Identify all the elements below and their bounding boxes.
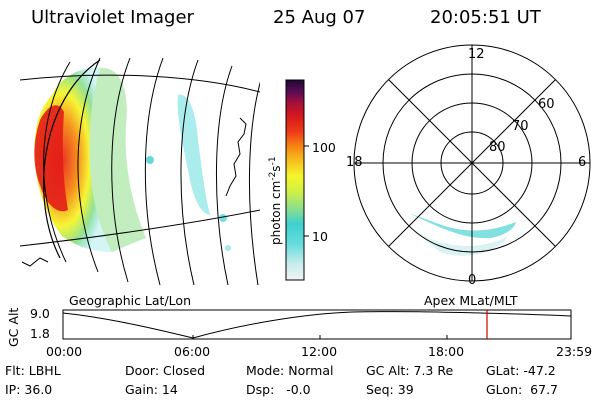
aurora-emission-diffuse — [89, 67, 146, 252]
geographic-panel-label: Geographic Lat/Lon — [69, 293, 191, 308]
colorbar-scale — [285, 79, 305, 281]
altitude-ytick-low: 1.8 — [30, 326, 50, 341]
mlat-label-70: 70 — [512, 119, 529, 134]
aurora-emission-core — [34, 105, 68, 212]
mlt-label-6: 6 — [578, 155, 587, 170]
gain-readout: Gain: 14 — [125, 382, 178, 397]
lat-grid-line — [77, 57, 101, 273]
colorbar — [285, 79, 309, 281]
colorbar-tick-label-10: 10 — [312, 229, 328, 244]
lat-grid-line — [248, 81, 260, 285]
instrument-title: Ultraviolet Imager — [31, 7, 194, 28]
observation-time: 20:05:51 UT — [430, 7, 541, 28]
aurora-oval-polar-faint — [414, 230, 508, 256]
seq-readout: Seq: 39 — [366, 382, 414, 397]
observation-date: 25 Aug 07 — [273, 7, 366, 28]
mlt-label-18: 18 — [346, 155, 363, 170]
ip-readout: IP: 36.0 — [5, 382, 53, 397]
time-tick-2359: 23:59 — [556, 344, 593, 359]
time-tick-0000: 00:00 — [46, 344, 83, 359]
colorbar-tick-label-100: 100 — [312, 140, 336, 155]
aurora-speck — [146, 156, 154, 164]
aurora-speck — [219, 214, 227, 222]
filter-readout: Flt: LBHL — [5, 363, 61, 378]
lon-grid-line — [20, 74, 260, 93]
earth-limb — [43, 59, 101, 259]
altitude-plot — [62, 309, 572, 340]
time-tick-1200: 12:00 — [301, 344, 338, 359]
dsp-readout: Dsp: -0.0 — [246, 382, 311, 397]
aurora-emission-band-2 — [177, 94, 210, 215]
colorbar-label-exp1: -2 — [268, 171, 278, 181]
mlat-label-80: 80 — [489, 140, 506, 155]
lat-grid-line — [111, 57, 131, 283]
mlt-label-0: 0 — [468, 273, 477, 288]
time-tick-1800: 18:00 — [428, 344, 465, 359]
altitude-ylabel: GC Alt — [6, 307, 21, 347]
coastline — [225, 117, 247, 197]
gc-alt-readout: GC Alt: 7.3 Re — [366, 363, 454, 378]
coastline — [21, 257, 49, 267]
mlt-label-12: 12 — [468, 47, 485, 62]
lat-grid-line — [43, 61, 71, 263]
door-readout: Door: Closed — [125, 363, 206, 378]
lat-grid-line — [215, 65, 233, 285]
mlat-label-60: 60 — [538, 97, 555, 112]
aurora-speck — [225, 245, 231, 251]
apex-panel-label: Apex MLat/MLT — [424, 293, 518, 308]
mode-readout: Mode: Normal — [246, 363, 334, 378]
time-tick-0600: 06:00 — [174, 344, 211, 359]
glon-readout: GLon: 67.7 — [486, 382, 558, 397]
lat-grid-line — [180, 59, 199, 285]
glat-readout: GLat: -47.2 — [486, 363, 556, 378]
altitude-ytick-high: 9.0 — [30, 306, 50, 321]
colorbar-label-s: s — [269, 165, 283, 172]
aurora-oval-polar — [410, 214, 516, 239]
colorbar-label-unit: photon cm — [269, 180, 283, 245]
geographic-panel — [20, 57, 260, 285]
polar-panel — [353, 44, 591, 282]
colorbar-label-exp2: -1 — [268, 156, 278, 166]
colorbar-axis-label: photon cm-2s-1 — [268, 156, 283, 245]
altitude-curve — [62, 311, 572, 339]
polar-diagonal — [388, 79, 556, 247]
lat-grid-line — [144, 57, 164, 285]
